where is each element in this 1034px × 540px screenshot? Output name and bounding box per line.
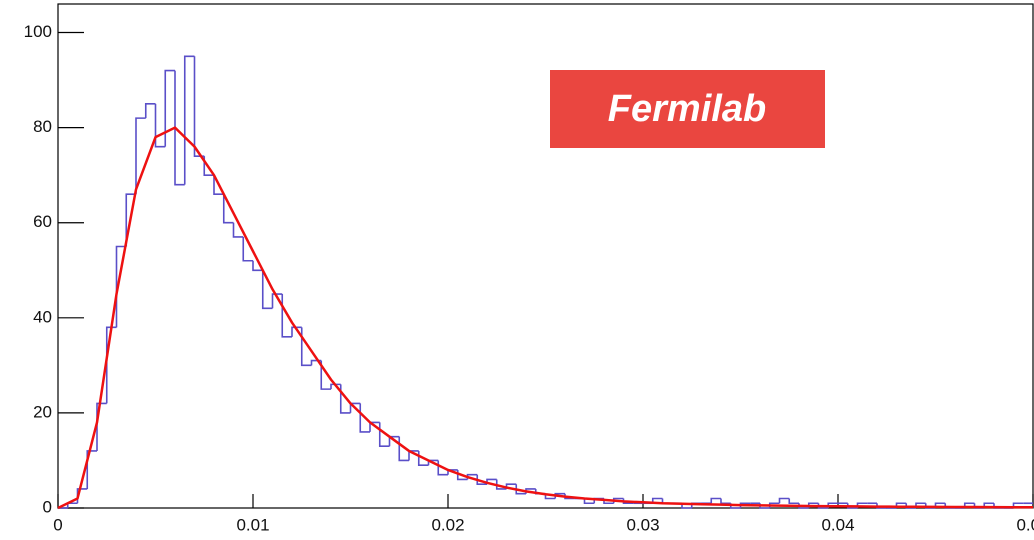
y-tick-label: 60 <box>33 212 52 231</box>
y-tick-label: 80 <box>33 117 52 136</box>
histogram-bin <box>720 498 731 505</box>
histogram-bin <box>817 503 829 509</box>
histogram-bin <box>739 502 751 508</box>
x-tick-label: 0.04 <box>821 515 854 534</box>
histogram-bin <box>96 402 107 451</box>
histogram-bin <box>183 55 195 185</box>
histogram-bin <box>330 383 341 390</box>
y-tick-label: 20 <box>33 402 52 421</box>
x-tick-label: 0 <box>53 515 62 534</box>
y-tick-label: 0 <box>43 497 52 516</box>
histogram-bin <box>193 56 205 157</box>
histogram-bin <box>564 493 575 500</box>
histogram-bin <box>232 222 244 238</box>
y-tick-label: 100 <box>24 22 52 41</box>
histogram-bin <box>125 193 136 247</box>
fit-curve <box>57 126 1034 510</box>
histogram-bin <box>252 260 263 272</box>
histogram-bin <box>710 497 721 504</box>
x-tick-label: 0.02 <box>431 515 464 534</box>
y-tick-label: 40 <box>33 307 52 326</box>
histogram-bin <box>105 326 117 404</box>
histogram-bin <box>261 270 273 310</box>
histogram-bin <box>583 498 595 505</box>
plot-frame <box>57 3 1034 509</box>
histogram-bin <box>222 194 234 224</box>
histogram-bin <box>554 492 565 499</box>
histogram-bin <box>495 479 507 490</box>
x-tick-label: 0.03 <box>626 515 659 534</box>
histogram-bin <box>788 498 799 505</box>
histogram-bin <box>476 474 487 486</box>
histogram-bin <box>622 498 634 505</box>
histogram-bin <box>154 103 166 148</box>
histogram-bin <box>778 497 790 504</box>
annotation-box <box>550 70 825 148</box>
histogram-bin <box>66 502 78 508</box>
x-tick-label: 0.01 <box>236 515 269 534</box>
histogram-bin <box>174 70 185 186</box>
histogram-bin <box>135 117 146 195</box>
histogram-bin <box>339 384 351 414</box>
histogram-bin <box>320 360 331 390</box>
histogram-bin <box>164 69 175 147</box>
histogram-bin <box>291 326 302 337</box>
histogram-bin <box>242 236 253 262</box>
annotation: Fermilab <box>608 88 766 130</box>
histogram-bin <box>515 484 526 495</box>
histogram-bin <box>846 503 858 509</box>
histogram-bin <box>144 103 156 119</box>
histogram-bin <box>271 293 283 309</box>
x-tick-label: 0.05 <box>1016 515 1034 534</box>
histogram-bin <box>213 175 224 195</box>
histogram-bin <box>86 450 97 489</box>
histogram-bin <box>876 503 887 509</box>
histogram-bin <box>300 327 312 367</box>
